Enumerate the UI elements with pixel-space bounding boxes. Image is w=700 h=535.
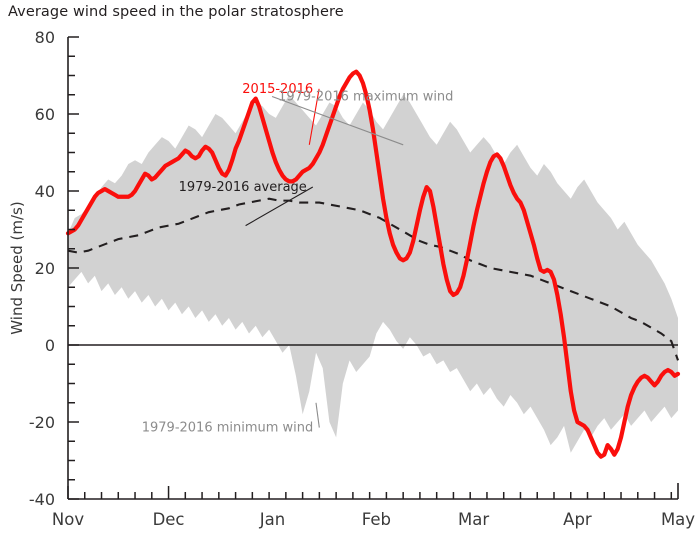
chart-axes: [67, 36, 679, 500]
y-axis-label: Wind Speed (m/s): [8, 201, 26, 334]
maximum-wind-label-leader: [271, 95, 404, 146]
average-label-leader: [245, 186, 314, 227]
y-tick-label: 20: [35, 259, 55, 278]
y-tick-label: 60: [35, 105, 55, 124]
y-axis-title: Wind Speed (m/s): [8, 201, 26, 334]
x-tick-label: Jan: [259, 510, 285, 529]
y-tick-label: 80: [35, 28, 55, 47]
y-tick-label: -40: [29, 490, 55, 509]
chart-title: Average wind speed in the polar stratosp…: [8, 4, 344, 20]
x-tick-label: Nov: [52, 510, 84, 529]
min-max-band-area: [68, 94, 678, 453]
y-axis-tick-labels: -40 -20 0 20 40 60 80: [29, 28, 55, 509]
current-season-label: 2015-2016: [242, 82, 313, 97]
average-label: 1979-2016 average: [179, 180, 307, 195]
current-season-path: [65, 69, 681, 459]
x-axis-tick-labels: Nov Dec Jan Feb Mar Apr May: [52, 510, 695, 529]
x-tick-label: Apr: [563, 510, 592, 529]
current-season-label-leader: [308, 88, 320, 145]
y-tick-label: 0: [45, 336, 55, 355]
maximum-wind-label: 1979-2016 maximum wind: [278, 90, 453, 105]
x-tick-label: May: [661, 510, 695, 529]
y-tick-label: 40: [35, 182, 55, 201]
current-season-line: [65, 69, 681, 459]
x-tick-label: Dec: [153, 510, 185, 529]
min-max-band: [68, 94, 678, 453]
minimum-wind-label: 1979-2016 minimum wind: [142, 421, 314, 436]
x-tick-label: Mar: [458, 510, 489, 529]
minimum-wind-label-leader: [315, 402, 320, 428]
x-tick-label: Feb: [362, 510, 391, 529]
y-tick-label: -20: [29, 413, 55, 432]
